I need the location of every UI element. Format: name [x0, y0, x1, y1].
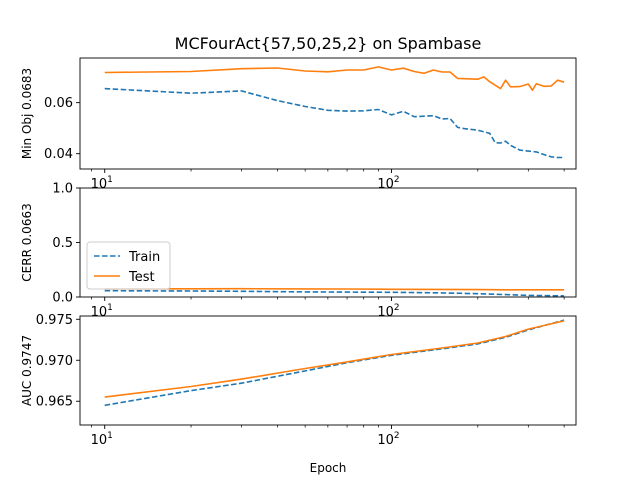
xtick-exponent: 1 — [107, 175, 113, 185]
xtick-exponent: 2 — [394, 175, 400, 185]
xtick-base: 10 — [377, 433, 394, 448]
xtick-base: 10 — [377, 177, 394, 192]
xtick-base: 10 — [91, 433, 108, 448]
xtick-base: 10 — [91, 177, 108, 192]
panel-2-series-train-line — [104, 289, 565, 297]
panel-2-ytick-label: 1.0 — [52, 182, 73, 197]
panel-1-ytick-label: 0.04 — [44, 147, 73, 162]
panel-1-y-axis-label: Min Obj 0.0683 — [20, 68, 34, 159]
xtick-base: 10 — [377, 305, 394, 320]
xtick-exponent: 1 — [107, 303, 113, 313]
xtick-exponent: 2 — [394, 431, 400, 441]
panel-1-ytick-label: 0.06 — [44, 96, 73, 111]
panel-2-ytick-label: 0.5 — [52, 236, 73, 251]
panel-1-series-test-line — [104, 66, 565, 91]
xtick-base: 10 — [91, 305, 108, 320]
panel-1-series-train-line — [104, 87, 565, 159]
x-axis-label: Epoch — [310, 461, 347, 475]
xtick-exponent: 1 — [107, 431, 113, 441]
panel-3-ytick-label: 0.975 — [36, 313, 73, 328]
panel-3-series-test-line — [104, 320, 565, 398]
xtick-exponent: 2 — [394, 303, 400, 313]
panel-2-y-axis-label: CERR 0.0663 — [20, 203, 34, 281]
panel-3-ytick-label: 0.965 — [36, 395, 73, 410]
panel-3-y-axis-label: AUC 0.9747 — [20, 335, 34, 406]
legend-box — [86, 241, 171, 290]
legend-label-test: Test — [128, 270, 155, 285]
panel-3-xtick-label: 101 — [91, 431, 113, 448]
panel-3-xtick-label: 102 — [377, 431, 399, 448]
panel-3-ytick-label: 0.970 — [36, 354, 73, 369]
legend: Train Test — [86, 241, 171, 290]
chart-title: MCFourAct{57,50,25,2} on Spambase — [175, 34, 482, 53]
panel-2-ytick-label: 0.0 — [52, 291, 73, 306]
panel-2-series-test-line — [104, 287, 565, 291]
legend-label-train: Train — [128, 250, 160, 265]
